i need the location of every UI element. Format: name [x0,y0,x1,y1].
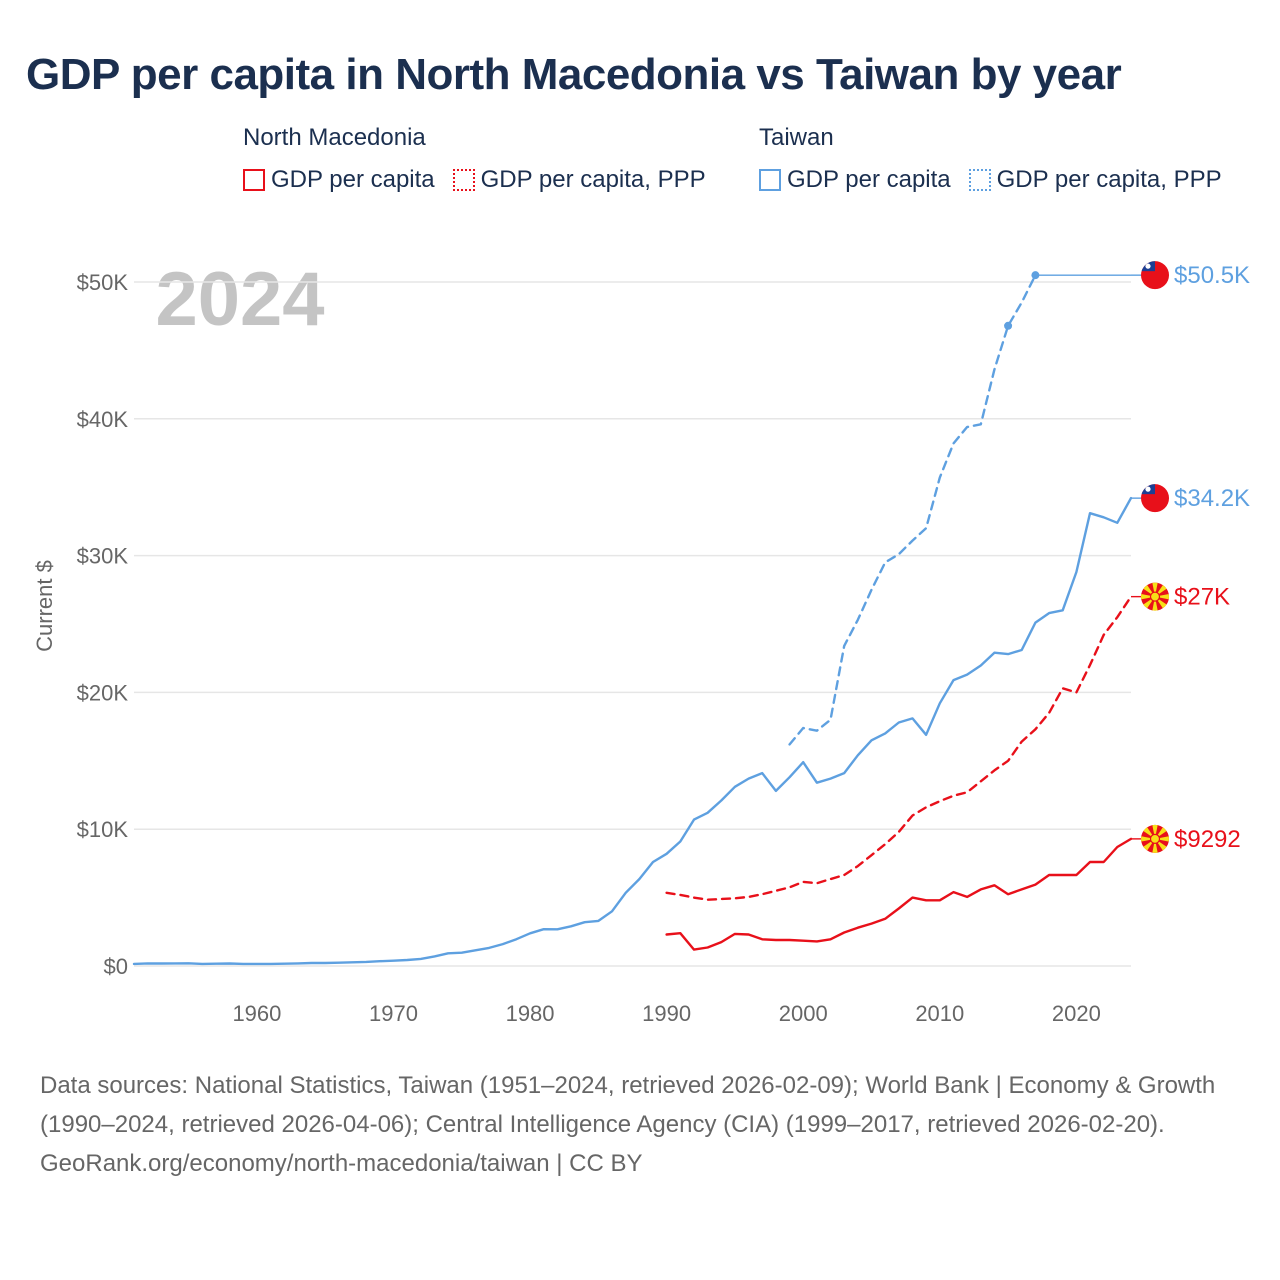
data-sources: Data sources: National Statistics, Taiwa… [40,1072,1216,1138]
chart-title: GDP per capita in North Macedonia vs Tai… [26,50,1122,99]
legend-item-mk-gdp-ppp[interactable]: GDP per capita, PPP [452,166,706,194]
series-line-north-macedonia-gdp-per-capita[interactable] [665,837,1133,951]
y-tick-label: $30K [77,544,129,569]
data-point-marker[interactable] [1031,271,1040,280]
legend-country-label: North Macedonia [243,124,426,151]
legend-item-label: GDP per capita [271,166,435,193]
line-chart: 2024 Current $ $0 $10K $20K $30K $40K $50K 19… [32,257,1250,1026]
y-tick-label: $20K [77,680,129,705]
legend-item-mk-gdp[interactable]: GDP per capita [243,166,435,194]
y-tick-label: $50K [77,270,129,295]
end-value-label: $9292 [1174,826,1241,853]
x-tick-label: 1970 [369,1001,418,1026]
x-tick-label: 1960 [232,1001,281,1026]
series-layer [132,271,1133,966]
x-tick-label: 2000 [779,1001,828,1026]
legend-item-label: GDP per capita, PPP [480,166,706,193]
x-tick-label: 1980 [506,1001,555,1026]
year-label: 2024 [155,257,324,342]
data-point-marker[interactable] [1004,321,1013,330]
legend-swatch-solid-blue [759,169,781,191]
legend-group-north-macedonia: North Macedonia GDP per capita GDP per c… [243,124,724,194]
series-line-north-macedonia-gdp-per-capita-ppp[interactable] [665,595,1133,901]
y-axis-label: Current $ [32,560,57,652]
end-labels: $50.5K $34.2K $27K $9292 [1131,261,1250,853]
legend-swatch-dotted-red [452,169,475,191]
y-tick-label: $10K [77,817,129,842]
y-tick-label: $0 [104,954,128,979]
x-tick-label: 1990 [642,1001,691,1026]
end-value-label: $34.2K [1174,485,1250,512]
end-value-label: $27K [1174,584,1230,611]
north-macedonia-flag-icon [1141,824,1169,853]
end-value-label: $50.5K [1174,262,1250,289]
grid [134,281,1131,967]
legend-swatch-solid-red [243,169,265,191]
legend-item-label: GDP per capita, PPP [996,166,1222,193]
legend-item-label: GDP per capita [787,166,951,193]
series-line-taiwan-gdp-per-capita-ppp[interactable] [788,274,1037,746]
x-tick-label: 2010 [915,1001,964,1026]
legend-country-label: Taiwan [759,124,834,151]
x-axis-ticks: 1960 1970 1980 1990 2000 2010 2020 [232,1001,1100,1026]
credit-link[interactable]: GeoRank.org/economy/north-macedonia/taiw… [40,1150,643,1177]
taiwan-flag-icon [1141,484,1169,513]
series-line-taiwan-gdp-per-capita[interactable] [132,496,1133,966]
legend-swatch-dotted-blue [968,169,991,191]
y-axis-ticks: $0 $10K $20K $30K $40K $50K [77,270,129,979]
legend-item-tw-gdp-ppp[interactable]: GDP per capita, PPP [968,166,1222,194]
x-tick-label: 2020 [1052,1001,1101,1026]
north-macedonia-flag-icon [1141,582,1169,611]
taiwan-flag-icon [1141,261,1169,290]
footer: Data sources: National Statistics, Taiwa… [40,1066,1240,1183]
y-tick-label: $40K [77,407,129,432]
legend-group-taiwan: Taiwan GDP per capita GDP per capita, PP… [759,124,1240,194]
legend-item-tw-gdp[interactable]: GDP per capita [759,166,951,194]
